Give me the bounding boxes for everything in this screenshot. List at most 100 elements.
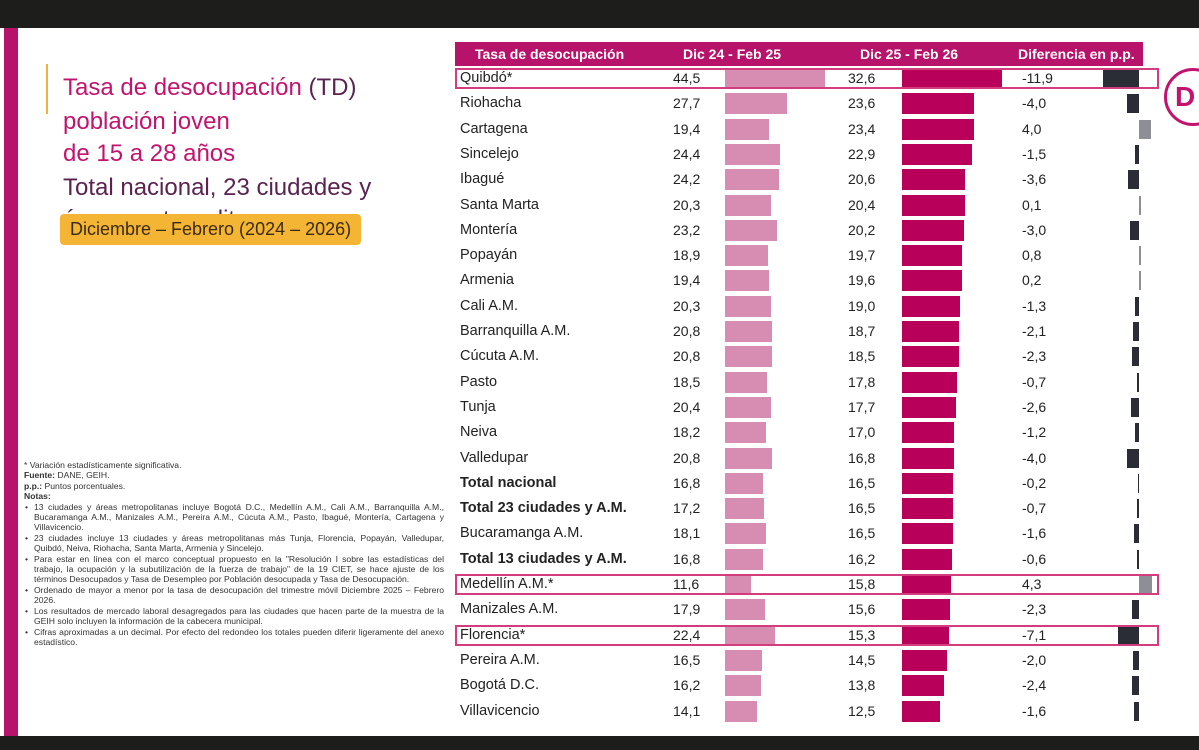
row-city-label: Santa Marta (460, 196, 539, 213)
bar-period-1 (725, 548, 763, 570)
bar-period-1 (725, 346, 772, 368)
bar-difference (1134, 701, 1139, 721)
period-badge: Diciembre – Febrero (2024 – 2026) (60, 214, 362, 245)
bar-difference (1139, 271, 1141, 291)
note-pp-label: p.p.: (24, 480, 43, 491)
bar-difference (1129, 220, 1139, 240)
value-difference: 0,1 (1022, 196, 1042, 213)
value-difference: 0,8 (1022, 247, 1042, 264)
value-period-2: 13,8 (848, 677, 876, 694)
value-period-1: 27,7 (673, 95, 701, 112)
row-city-label: Total nacional (460, 474, 557, 491)
bar-period-2 (902, 472, 953, 494)
row-city-label: Neiva (460, 424, 498, 441)
bar-period-1 (725, 599, 766, 621)
bar-difference (1134, 524, 1139, 544)
value-difference: -3,0 (1022, 221, 1047, 238)
value-period-1: 19,4 (673, 120, 701, 137)
row-city-label: Montería (460, 221, 518, 238)
bar-difference (1131, 676, 1139, 696)
bar-period-1 (725, 472, 763, 494)
note-item: Cifras aproximadas a un decimal. Por efe… (24, 627, 444, 648)
row-city-label: Medellín A.M.* (460, 576, 554, 592)
value-difference: -4,0 (1022, 95, 1047, 112)
value-period-1: 18,2 (673, 424, 701, 441)
value-period-2: 17,7 (848, 398, 876, 415)
row-city-label: Cúcuta A.M. (460, 348, 539, 365)
row-city-label: Tunja (460, 398, 496, 415)
bar-period-2 (902, 498, 953, 520)
bar-period-2 (902, 219, 964, 241)
header-city: Tasa de desocupación (475, 46, 625, 62)
value-period-1: 20,8 (673, 449, 701, 466)
value-period-2: 16,5 (848, 500, 876, 517)
bar-period-1 (725, 649, 763, 671)
row-city-label: Valledupar (460, 449, 529, 466)
bar-difference (1137, 473, 1139, 493)
bar-difference (1136, 499, 1139, 519)
value-period-1: 17,2 (673, 500, 701, 517)
value-period-2: 16,5 (848, 525, 876, 542)
value-period-1: 22,4 (673, 626, 701, 643)
table-rows: Quibdó* 44,5 32,6 -11,9 Riohacha 27,7 23,6 -4,0… (0, 28, 1199, 736)
bar-difference (1117, 625, 1139, 645)
value-difference: -11,9 (1022, 70, 1053, 86)
bar-period-1 (725, 219, 778, 241)
value-period-2: 15,8 (848, 576, 876, 592)
note-source-text: DANE, GEIH. (55, 470, 110, 481)
bar-difference (1132, 600, 1139, 620)
row-city-label: Florencia* (460, 626, 526, 643)
bar-difference (1135, 296, 1139, 316)
bar-difference (1139, 246, 1142, 266)
value-period-1: 18,9 (673, 247, 701, 264)
value-period-2: 23,6 (848, 95, 876, 112)
bar-period-2 (902, 624, 949, 646)
value-difference: -0,7 (1022, 373, 1047, 390)
note-pp: p.p.: Puntos porcentuales. (24, 481, 444, 491)
row-city-label: Armenia (460, 272, 514, 289)
value-difference: -2,1 (1022, 323, 1047, 339)
bar-period-1 (725, 321, 772, 342)
bar-period-2 (902, 321, 960, 342)
value-period-1: 16,2 (673, 677, 701, 694)
value-difference: -7,1 (1022, 626, 1047, 643)
title-accent-line (46, 64, 48, 114)
bar-difference (1135, 423, 1139, 443)
row-city-label: Cali A.M. (460, 297, 519, 314)
value-period-2: 17,0 (848, 424, 876, 441)
value-period-2: 16,8 (848, 449, 876, 466)
bar-difference (1132, 322, 1139, 341)
bar-period-1 (725, 169, 780, 191)
value-period-1: 24,4 (673, 145, 701, 162)
row-city-label: Barranquilla A.M. (460, 323, 571, 339)
title-line-1: Tasa de desocupación (TD) (63, 72, 357, 103)
bar-period-1 (725, 447, 772, 469)
bar-period-2 (902, 523, 953, 545)
row-city-label: Pereira A.M. (460, 651, 540, 668)
value-period-2: 12,5 (848, 702, 876, 719)
bar-period-1 (725, 68, 825, 89)
value-period-2: 16,2 (848, 550, 876, 567)
bar-difference (1139, 119, 1152, 139)
row-city-label: Villavicencio (460, 702, 540, 719)
notas-label: Notas: (24, 491, 51, 502)
row-city-label: Popayán (460, 247, 518, 264)
bar-difference (1126, 94, 1139, 114)
value-period-2: 20,6 (848, 171, 876, 188)
value-period-1: 24,2 (673, 171, 701, 188)
title-line-2: población joven (63, 108, 230, 135)
note-pp-text: Puntos porcentuales. (42, 480, 126, 491)
value-period-1: 20,8 (673, 323, 701, 339)
bar-period-1 (725, 675, 762, 697)
table-header: Tasa de desocupación Dic 24 - Feb 25 Dic… (455, 42, 1143, 66)
bar-difference (1136, 372, 1139, 392)
bar-difference (1139, 195, 1141, 215)
value-period-2: 19,6 (848, 272, 876, 289)
title-main: Tasa de desocupación (63, 74, 309, 101)
bar-difference (1103, 69, 1139, 88)
value-difference: -1,6 (1022, 525, 1047, 542)
bar-period-2 (902, 118, 974, 140)
bar-period-2 (902, 371, 957, 393)
note-item: Para estar en línea con el marco concept… (24, 554, 444, 585)
value-period-1: 20,3 (673, 196, 701, 213)
